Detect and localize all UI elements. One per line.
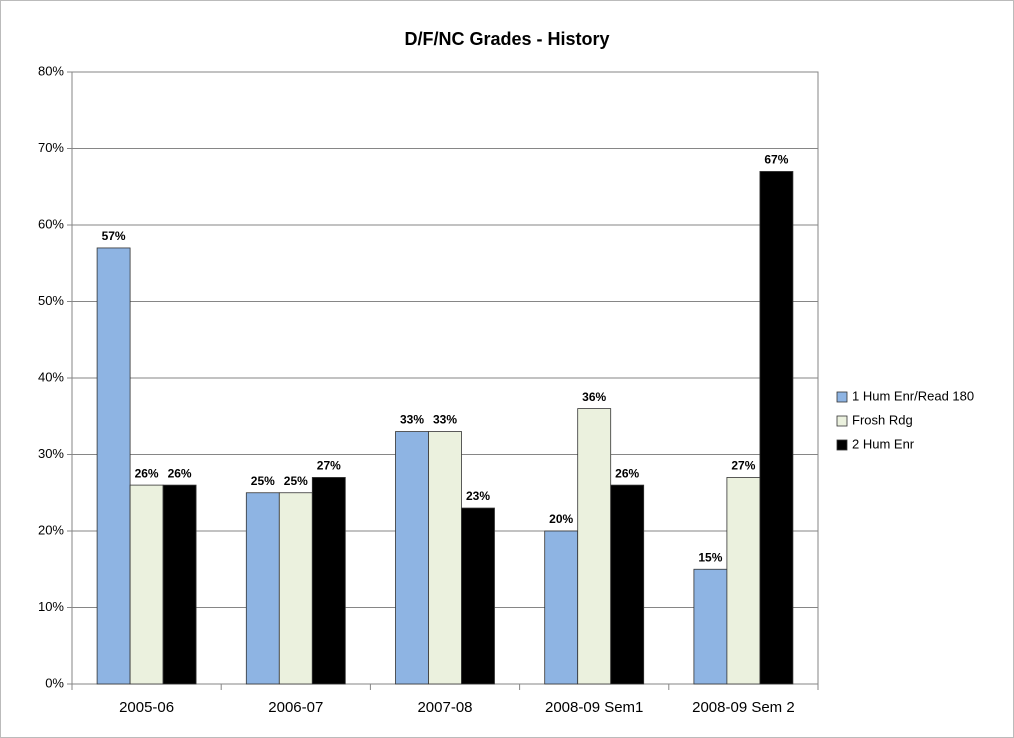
bar (395, 431, 429, 685)
value-label: 25% (251, 474, 275, 488)
x-tick-label: 2008-09 Sem1 (545, 699, 643, 716)
legend-swatch (836, 415, 848, 427)
bar (577, 408, 612, 685)
bar (129, 484, 164, 685)
bar (461, 507, 495, 685)
y-tick-label: 70% (38, 140, 64, 155)
y-tick-label: 30% (38, 446, 64, 461)
x-tick-label: 2007-08 (417, 699, 472, 716)
bar (759, 171, 794, 685)
value-label: 57% (102, 229, 126, 243)
value-label: 67% (764, 153, 788, 167)
bar (278, 492, 313, 685)
bar (162, 484, 197, 685)
legend-label: 2 Hum Enr (852, 436, 915, 451)
bar (610, 484, 645, 685)
bar (96, 247, 131, 685)
value-label: 25% (284, 474, 308, 488)
value-label: 23% (466, 489, 490, 503)
y-tick-label: 50% (38, 293, 64, 308)
bar (428, 431, 462, 685)
x-tick-label: 2008-09 Sem 2 (692, 699, 795, 716)
bar (311, 477, 346, 685)
y-tick-label: 20% (38, 522, 64, 537)
value-label: 36% (582, 390, 606, 404)
legend-swatch (836, 391, 848, 403)
x-tick-label: 2005-06 (119, 699, 174, 716)
y-tick-label: 80% (38, 63, 64, 78)
value-label: 26% (168, 466, 192, 480)
value-label: 33% (433, 413, 457, 427)
value-label: 26% (615, 466, 639, 480)
y-tick-label: 40% (38, 369, 64, 384)
value-label: 15% (698, 550, 722, 564)
value-label: 27% (731, 459, 755, 473)
bar (245, 492, 280, 685)
bar (726, 477, 761, 685)
x-tick-label: 2006-07 (268, 699, 323, 716)
value-label: 33% (400, 413, 424, 427)
legend-label: Frosh Rdg (852, 412, 913, 427)
bar (693, 568, 728, 685)
legend-label: 1 Hum Enr/Read 180 (852, 388, 974, 403)
value-label: 27% (317, 459, 341, 473)
legend-swatch (836, 439, 848, 451)
value-label: 20% (549, 512, 573, 526)
y-tick-label: 10% (38, 599, 64, 614)
bar (544, 530, 579, 685)
chart-title: D/F/NC Grades - History (404, 29, 609, 49)
y-tick-label: 60% (38, 216, 64, 231)
y-tick-label: 0% (45, 675, 64, 690)
value-label: 26% (135, 466, 159, 480)
